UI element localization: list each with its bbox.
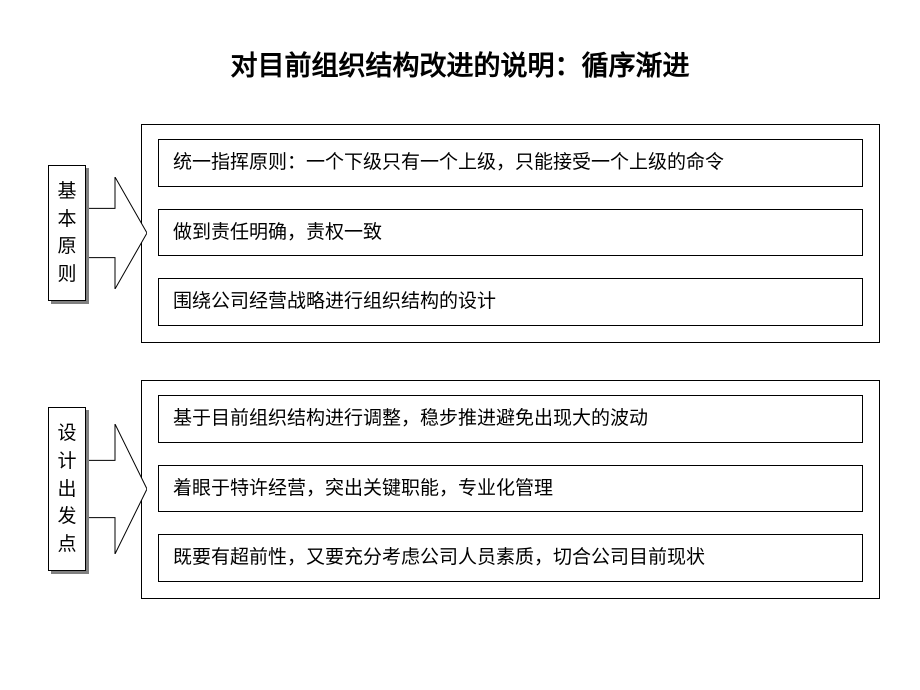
section-label-char: 本 (57, 206, 76, 234)
section-label: 设计出发点 (48, 407, 86, 571)
section-label-char: 基 (57, 178, 76, 206)
content-item: 基于目前组织结构进行调整，稳步推进避免出现大的波动 (158, 395, 863, 443)
content-item: 围绕公司经营战略进行组织结构的设计 (158, 278, 863, 326)
section-label-char: 出 (57, 476, 76, 504)
content-group: 基于目前组织结构进行调整，稳步推进避免出现大的波动着眼于特许经营，突出关键职能，… (141, 380, 880, 599)
section-label-char: 计 (57, 448, 76, 476)
section-0: 基本原则 统一指挥原则：一个下级只有一个上级，只能接受一个上级的命令做到责任明确，… (48, 124, 880, 343)
section-label-char: 原 (57, 233, 76, 261)
content-group: 统一指挥原则：一个下级只有一个上级，只能接受一个上级的命令做到责任明确，责权一致… (141, 124, 880, 343)
content-item: 既要有超前性，又要充分考虑公司人员素质，切合公司目前现状 (158, 534, 863, 582)
section-label: 基本原则 (48, 165, 86, 301)
section-label-char: 发 (57, 503, 76, 531)
section-label-char: 则 (57, 261, 76, 289)
page-title: 对目前组织结构改进的说明：循序渐进 (0, 44, 920, 83)
section-1: 设计出发点 基于目前组织结构进行调整，稳步推进避免出现大的波动着眼于特许经营，突出… (48, 380, 880, 599)
section-label-char: 设 (57, 420, 76, 448)
arrow-icon (85, 380, 147, 599)
section-label-char: 点 (57, 531, 76, 559)
arrow-icon (85, 124, 147, 343)
content-item: 着眼于特许经营，突出关键职能，专业化管理 (158, 465, 863, 513)
content-item: 统一指挥原则：一个下级只有一个上级，只能接受一个上级的命令 (158, 139, 863, 187)
content-item: 做到责任明确，责权一致 (158, 209, 863, 257)
